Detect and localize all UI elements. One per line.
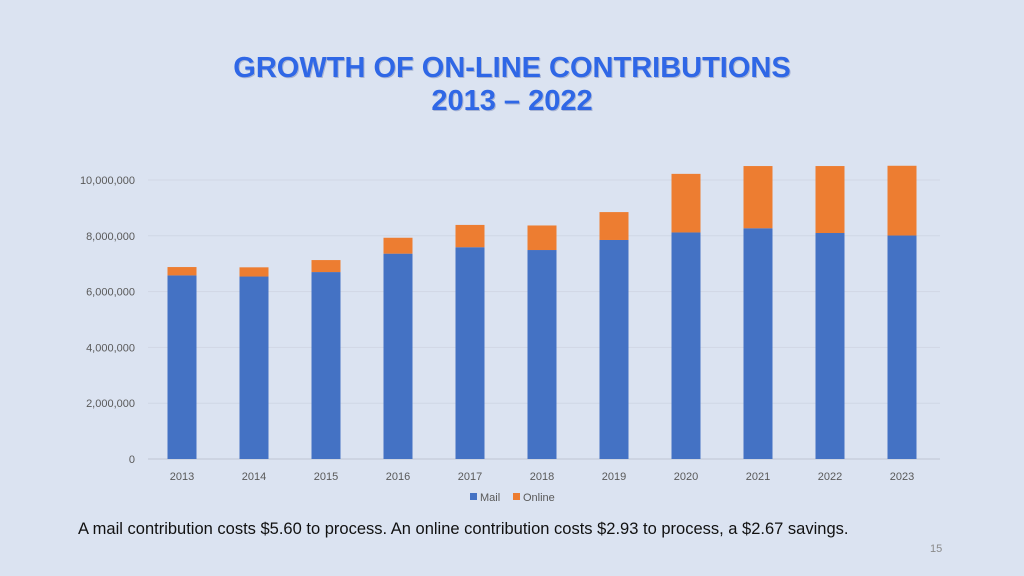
bar-mail-2013 — [167, 275, 197, 459]
legend-swatch-mail — [470, 493, 477, 500]
x-tick-label: 2022 — [818, 471, 842, 483]
legend-swatch-online — [513, 493, 520, 500]
bar-online-2015 — [311, 260, 341, 273]
bar-online-2016 — [383, 237, 413, 254]
bar-online-2021 — [743, 166, 773, 229]
bar-mail-2015 — [311, 272, 341, 459]
title-line-2: 2013 – 2022 — [431, 85, 593, 117]
x-tick-label: 2017 — [458, 471, 482, 483]
bar-mail-2020 — [671, 232, 701, 459]
y-tick-label: 10,000,000 — [80, 175, 135, 187]
bar-mail-2018 — [527, 250, 557, 459]
bar-mail-2019 — [599, 239, 629, 459]
bar-online-2018 — [527, 225, 557, 251]
x-tick-label: 2020 — [674, 471, 698, 483]
bar-online-2023 — [887, 165, 917, 236]
title-line-1: GROWTH OF ON-LINE CONTRIBUTIONS — [233, 52, 791, 84]
y-tick-label: 0 — [129, 454, 135, 466]
x-tick-label: 2019 — [602, 471, 626, 483]
y-tick-label: 4,000,000 — [86, 342, 135, 354]
bar-online-2019 — [599, 212, 629, 240]
x-tick-label: 2014 — [242, 471, 266, 483]
bar-online-2017 — [455, 224, 485, 248]
bar-online-2022 — [815, 166, 845, 234]
bar-mail-2023 — [887, 235, 917, 459]
legend-label-online: Online — [523, 492, 555, 504]
y-tick-label: 2,000,000 — [86, 398, 135, 410]
page-number: 15 — [930, 543, 943, 555]
bar-online-2020 — [671, 173, 701, 233]
bar-mail-2017 — [455, 247, 485, 459]
bar-mail-2022 — [815, 233, 845, 459]
legend-label-mail: Mail — [480, 492, 500, 504]
y-tick-label: 6,000,000 — [86, 287, 135, 299]
x-tick-label: 2015 — [314, 471, 338, 483]
x-tick-label: 2013 — [170, 471, 194, 483]
x-tick-label: 2018 — [530, 471, 554, 483]
chart-title: GROWTH OF ON-LINE CONTRIBUTIONS 2013 – 2… — [0, 52, 1024, 118]
x-tick-label: 2023 — [890, 471, 914, 483]
y-tick-label: 8,000,000 — [86, 231, 135, 243]
bar-mail-2021 — [743, 228, 773, 459]
x-tick-label: 2021 — [746, 471, 770, 483]
bar-mail-2016 — [383, 253, 413, 459]
bar-online-2013 — [167, 267, 197, 276]
bar-mail-2014 — [239, 276, 269, 459]
x-tick-label: 2016 — [386, 471, 410, 483]
cost-caption: A mail contribution costs $5.60 to proce… — [78, 520, 849, 538]
bar-online-2014 — [239, 267, 269, 277]
